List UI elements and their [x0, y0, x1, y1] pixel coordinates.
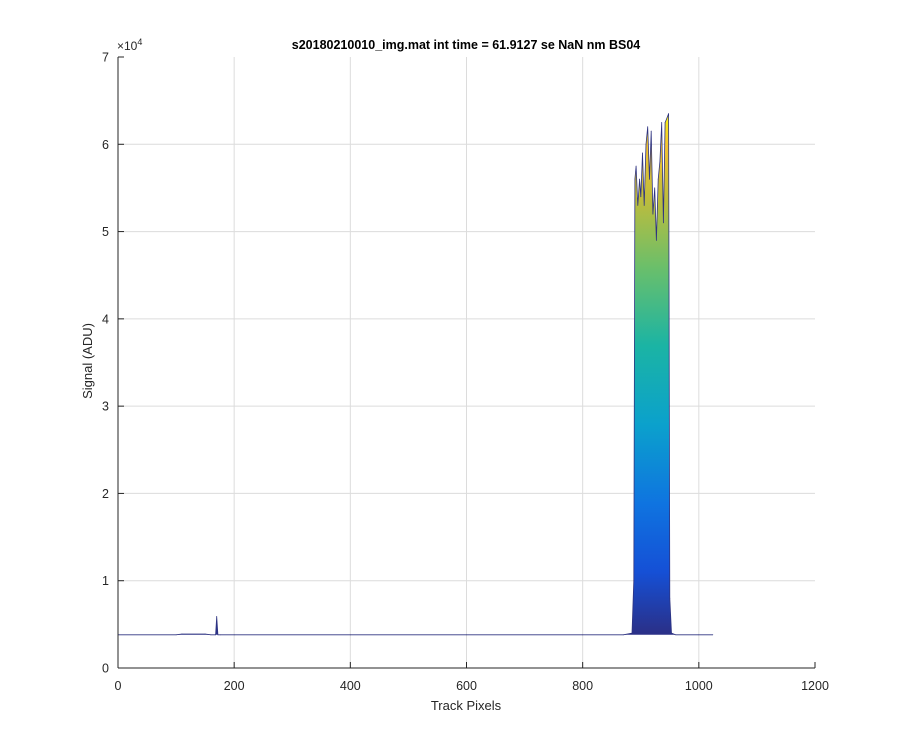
- data-point: [643, 205, 645, 206]
- chart-title: s20180210010_img.mat int time = 61.9127 …: [292, 38, 641, 52]
- data-point: [622, 634, 624, 636]
- series-area: [118, 113, 713, 635]
- data-point: [656, 239, 657, 241]
- y-axis-exponent: ×104: [117, 37, 142, 53]
- data-point: [637, 205, 639, 206]
- x-tick-label: 200: [224, 679, 245, 693]
- y-tick-label: 1: [102, 574, 109, 588]
- data-point: [466, 634, 467, 636]
- data-point: [645, 143, 647, 145]
- y-tick-label: 3: [102, 400, 109, 414]
- data-point: [654, 187, 656, 189]
- x-tick-label: 0: [115, 679, 122, 693]
- data-point: [215, 634, 217, 636]
- y-axis-exponent-power: 4: [137, 37, 142, 47]
- data-point: [216, 616, 218, 617]
- x-tick-label: 400: [340, 679, 361, 693]
- data-point: [640, 196, 642, 198]
- y-axis-label: Signal (ADU): [80, 323, 95, 399]
- data-point: [652, 213, 654, 215]
- data-point: [659, 161, 661, 163]
- plot-area: 0 200 400 600 800 1000 1200 0 1 2 3 4 5 6 7: [102, 51, 829, 694]
- series-line: [118, 113, 713, 636]
- data-point: [675, 634, 676, 636]
- data-point: [669, 597, 671, 599]
- data-point: [633, 580, 635, 582]
- data-point: [634, 178, 636, 180]
- grid-lines: [118, 57, 815, 668]
- data-point: [631, 632, 633, 634]
- data-point: [204, 633, 206, 635]
- data-point: [582, 634, 584, 636]
- data-point: [217, 634, 219, 636]
- x-axis-ticks: 0 200 400 600 800 1000 1200: [115, 662, 829, 693]
- data-point: [661, 122, 663, 123]
- data-point: [635, 165, 637, 167]
- x-tick-label: 800: [572, 679, 593, 693]
- data-point: [181, 633, 183, 635]
- y-tick-label: 0: [102, 662, 109, 676]
- data-point: [639, 178, 640, 180]
- data-point: [712, 634, 714, 636]
- y-tick-label: 6: [102, 138, 109, 152]
- data-point: [671, 632, 672, 634]
- data-point: [657, 178, 659, 180]
- data-point: [649, 178, 650, 180]
- x-tick-label: 600: [456, 679, 477, 693]
- y-tick-label: 5: [102, 225, 109, 239]
- y-tick-label: 7: [102, 51, 109, 65]
- data-point: [698, 634, 700, 636]
- data-point: [666, 117, 668, 119]
- x-axis-label: Track Pixels: [431, 698, 502, 713]
- data-layer: [117, 113, 714, 636]
- data-point: [642, 152, 643, 154]
- x-tick-label: 1200: [801, 679, 829, 693]
- data-point: [647, 126, 649, 128]
- data-point: [349, 634, 351, 636]
- x-tick-label: 1000: [685, 679, 713, 693]
- y-axis-exponent-base: ×10: [117, 39, 138, 53]
- data-point: [668, 113, 669, 115]
- data-point: [233, 634, 235, 636]
- y-tick-label: 2: [102, 487, 109, 501]
- data-point: [664, 122, 666, 123]
- data-point: [175, 634, 177, 636]
- data-point: [219, 634, 221, 636]
- data-point: [210, 634, 212, 636]
- data-point: [663, 222, 664, 224]
- data-point: [650, 130, 652, 132]
- y-axis-ticks: 0 1 2 3 4 5 6 7: [102, 51, 124, 676]
- y-tick-label: 4: [102, 312, 109, 326]
